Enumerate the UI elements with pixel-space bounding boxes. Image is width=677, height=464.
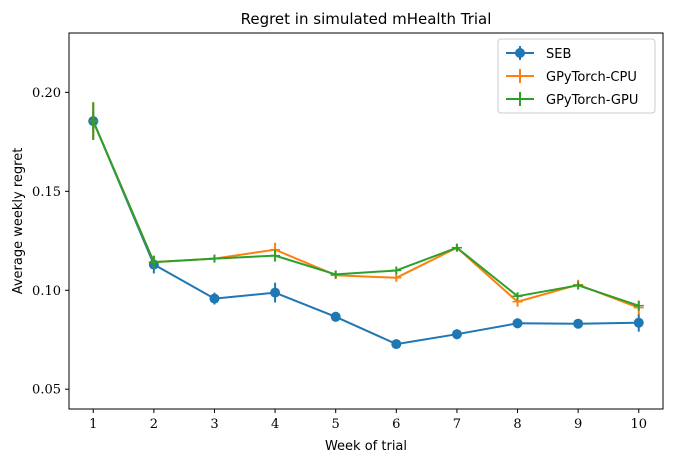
legend: SEB GPyTorch-CPU GPyTorch-GPU — [497, 38, 656, 114]
chart-title: Regret in simulated mHealth Trial — [241, 10, 492, 28]
plot-frame — [68, 32, 664, 410]
series-1-point-6 — [391, 339, 402, 350]
series-2 — [88, 102, 644, 315]
x-tick-label-1: 1 — [89, 417, 97, 432]
series-3-line — [92, 120, 640, 307]
series-1 — [88, 112, 644, 350]
x-tick-label-3: 3 — [210, 417, 218, 432]
legend-item-2: GPyTorch-CPU — [506, 69, 637, 85]
series-1-point-7 — [451, 329, 462, 340]
y-tick-label-4: 0.20 — [32, 86, 61, 101]
x-tick-label-6: 6 — [392, 417, 400, 432]
y-tick-label-3: 0.15 — [32, 185, 61, 200]
series-1-point-3 — [209, 293, 220, 304]
x-tick-label-4: 4 — [271, 417, 279, 432]
x-tick-label-2: 2 — [150, 417, 158, 432]
legend-label-2: GPyTorch-CPU — [546, 70, 637, 85]
series-1-point-8 — [512, 318, 523, 329]
x-tick-label-9: 9 — [574, 417, 582, 432]
series-3 — [88, 102, 644, 311]
x-tick-label-7: 7 — [453, 417, 461, 432]
series-1-point-5 — [330, 311, 341, 322]
y-tick-label-1: 0.05 — [32, 383, 61, 398]
series-1-line — [92, 120, 639, 346]
series-2-line — [92, 120, 640, 309]
legend-label-3: GPyTorch-GPU — [546, 93, 638, 108]
x-axis-title: Week of trial — [325, 439, 407, 454]
legend-swatch-marker-1 — [515, 48, 525, 58]
x-tick-label-8: 8 — [513, 417, 521, 432]
series-1-point-4 — [270, 287, 281, 298]
legend-item-1: SEB — [506, 46, 571, 62]
legend-label-1: SEB — [546, 47, 571, 62]
legend-frame — [497, 38, 656, 114]
x-tick-label-10: 10 — [630, 417, 647, 432]
legend-item-3: GPyTorch-GPU — [506, 92, 638, 108]
x-tick-label-5: 5 — [332, 417, 340, 432]
y-tick-label-2: 0.10 — [32, 284, 61, 299]
y-axis-title: Average weekly regret — [11, 148, 26, 295]
plot-area: 1 2 3 4 5 6 7 8 9 10 0.05 0.10 0.15 0.20 — [32, 32, 664, 432]
series-1-point-10 — [633, 317, 644, 328]
series-1-point-9 — [573, 318, 584, 329]
